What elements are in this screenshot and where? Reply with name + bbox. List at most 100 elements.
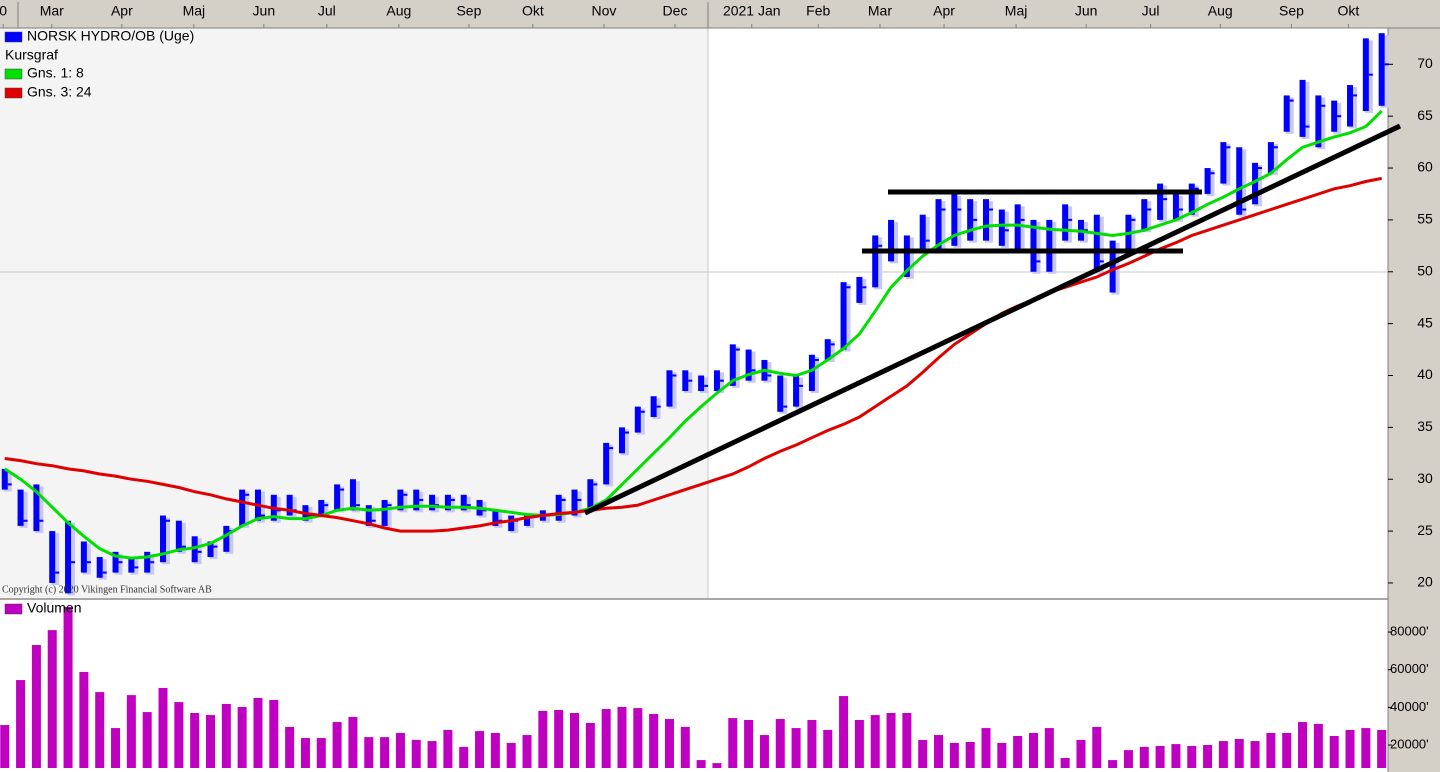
price-bar [745,349,752,381]
price-bar [618,427,625,454]
price-bar [207,541,214,558]
y-tick-label: 20 [1417,574,1433,590]
volume-bar [1377,729,1387,768]
price-bar [1236,147,1243,215]
volume-bar [1203,745,1213,768]
price-bar [1378,33,1385,106]
volume-bar [237,706,247,768]
x-tick-label: Jul [318,3,336,19]
x-tick-label: Okt [1338,3,1360,19]
volume-bar [554,709,564,768]
volume-bar [475,731,485,768]
x-tick-label: Nov [591,3,616,19]
price-bar [223,525,230,552]
copyright: Copyright (c) 2020 Vikingen Financial So… [2,584,212,595]
price-bar [666,370,673,407]
price-bar [349,479,356,511]
price-bar [413,489,420,511]
x-tick-label: Jun [1075,3,1098,19]
price-bar [1062,204,1069,241]
price-bar [492,510,499,526]
volume-bar [664,719,674,768]
volume-bar [1282,732,1292,768]
volume-bar [190,713,200,768]
volume-bar [364,737,374,768]
volume-bar [1013,735,1023,768]
volume-bar [902,713,912,768]
volume-bar [158,687,168,768]
x-tick-label: Feb [806,3,830,19]
price-bar [1252,162,1259,205]
price-bar [508,515,515,532]
y-tick-label: 80000' [1390,623,1429,638]
price-bar [888,219,895,262]
volume-bar [380,737,390,768]
price-bar [793,375,800,407]
volume-bar [696,760,706,768]
moving-average [3,109,1383,560]
price-bar [1188,183,1195,215]
price-bar [175,520,182,552]
price-bar [1299,79,1306,137]
x-tick-label: Okt [522,3,544,19]
price-bar [1204,168,1211,194]
price-bar [49,531,56,583]
price-bar [286,494,293,516]
price-bar [128,557,135,573]
volume-bar [269,700,279,768]
volume-bar [601,709,611,768]
price-bar [777,375,784,412]
volume-bar [886,713,896,768]
volume-bar [253,697,263,768]
price-bar [998,209,1005,246]
volume-bar [142,712,152,768]
y-tick-label: 60 [1417,159,1433,175]
volume-bar [617,706,627,768]
legend-swatch [4,31,23,43]
legend-label: Gns. 3: 24 [27,84,92,100]
shaded-area [0,28,708,598]
x-tick-label: Apr [111,3,133,19]
volume-bar [1044,728,1054,768]
price-bar [381,499,388,526]
volume-bar [111,728,121,768]
price-bar [1347,85,1354,127]
price-bar [729,344,736,386]
volume-bar [775,719,785,768]
trend-line [583,123,1402,516]
volume-bar [1187,745,1197,768]
price-bar [460,494,467,511]
volume-bar [348,716,358,768]
volume-bar [95,692,105,768]
price-bar [935,199,942,252]
volume-bar [1076,739,1086,768]
volume-bar [712,763,722,768]
price-bar [96,557,103,578]
volume-bar [823,729,833,768]
price-bar [1220,142,1227,184]
volume-bar [1123,750,1133,768]
price-bar [1109,240,1116,293]
volume-bar [1218,741,1228,768]
price-bar [160,515,167,563]
price-bar [682,370,689,392]
volume-bar [791,728,801,768]
price-bar [872,235,879,288]
x-tick-label: Sep [1279,3,1304,19]
price-bar [1046,219,1053,272]
y-tick-label: 40000' [1390,699,1429,714]
volume-bar [759,735,769,768]
volume-bar [854,719,864,768]
volume-bar [934,735,944,768]
volume-bar [981,728,991,768]
price-bar [1014,204,1021,252]
x-tick-label: Mar [40,3,64,19]
y-tick-label: 60000' [1390,661,1429,676]
legend-label: Volumen [27,600,81,616]
legend-subtitle: Kursgraf [5,47,58,63]
x-tick-label: Maj [1005,3,1028,19]
price-bar [555,494,562,521]
volume-bar [522,735,532,768]
volume-bar [332,722,342,768]
